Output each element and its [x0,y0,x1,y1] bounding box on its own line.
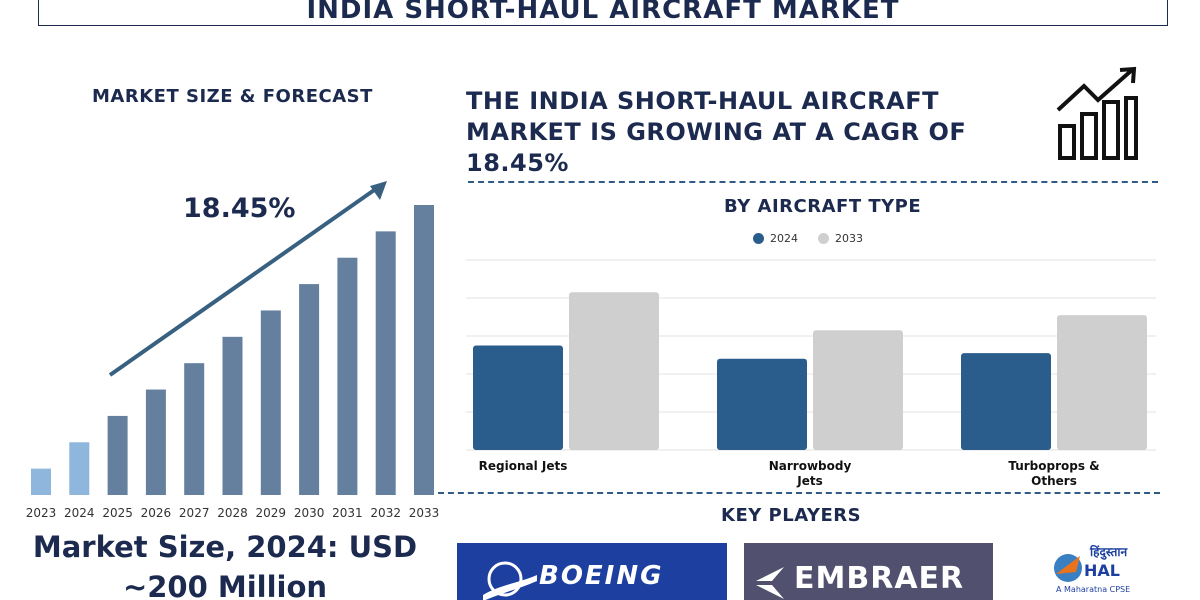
forecast-tick-2030: 2030 [294,506,325,520]
forecast-bar-2024 [69,442,90,495]
trend-arrow-icon [108,181,387,377]
forecast-tick-2025: 2025 [102,506,133,520]
headline-line-3: 18.45% [466,149,569,177]
hal-logo: HAL हिंदुस्तान A Maharatna CPSE [1050,542,1154,600]
growth-chart-icon [1056,66,1138,160]
bar-2033-0 [569,292,659,450]
forecast-tick-2023: 2023 [26,506,57,520]
forecast-bar-2031 [337,257,358,495]
forecast-bar-2029 [260,310,281,495]
chart-bars [473,292,1147,450]
legend-swatch-2033 [818,233,829,244]
forecast-tick-labels: 2023 2024 2025 2026 2027 2028 2029 2030 2031 2032… [26,506,440,520]
market-size-line-1: Market Size, 2024: USD [32,530,418,564]
forecast-tick-2024: 2024 [64,506,95,520]
type-section-title: BY AIRCRAFT TYPE [724,196,922,217]
forecast-tick-2026: 2026 [141,506,172,520]
embraer-logo-icon [756,567,784,599]
bar-2033-1 [813,330,903,450]
forecast-chart: 2023 2024 2025 2026 2027 2028 2029 2030 2031 2032… [26,181,440,520]
forecast-tick-2028: 2028 [217,506,248,520]
chart-legend: 2024 2033 [753,232,863,245]
bar-2024-2 [961,353,1051,450]
hal-wordmark: HAL [1084,561,1120,580]
legend-label-2033: 2033 [835,232,863,245]
key-players-title: KEY PLAYERS [721,505,862,526]
category-label-2: Others [1031,474,1077,488]
embraer-logo: EMBRAER [744,543,993,600]
forecast-tick-2027: 2027 [179,506,210,520]
forecast-bar-2027 [184,363,205,495]
bar-2024-1 [717,358,807,450]
forecast-bar-2026 [145,389,166,495]
header-banner: INDIA SHORT-HAUL AIRCRAFT MARKET [38,0,1168,26]
cagr-headline: THE INDIA SHORT-HAUL AIRCRAFT MARKET IS … [466,86,1026,179]
forecast-bar-2030 [299,284,320,495]
boeing-wordmark: BOEING [539,561,664,591]
hal-script: हिंदुस्तान [1089,544,1128,560]
headline-line-2: MARKET IS GROWING AT A CAGR OF [466,118,967,146]
legend-item-2033: 2033 [818,232,863,245]
legend-item-2024: 2024 [753,232,798,245]
headline-line-1: THE INDIA SHORT-HAUL AIRCRAFT [466,87,939,115]
forecast-bar-2023 [31,468,51,495]
boeing-logo-icon [483,561,537,600]
category-label-2: Turboprops & [1008,459,1099,473]
hal-logo-icon: HAL हिंदुस्तान A Maharatna CPSE [1054,544,1130,594]
legend-swatch-2024 [753,233,764,244]
category-label-1: Narrowbody [769,459,852,473]
page-title: INDIA SHORT-HAUL AIRCRAFT MARKET [306,0,900,25]
forecast-bar-2025 [107,415,128,495]
bar-2033-2 [1057,315,1147,450]
hal-tagline: A Maharatna CPSE [1056,585,1130,594]
forecast-tick-2029: 2029 [256,506,287,520]
forecast-bar-2033 [414,205,434,495]
divider-bottom [438,492,1160,494]
category-label-1: Jets [796,474,822,488]
forecast-bars [31,205,434,495]
forecast-tick-2033: 2033 [409,506,440,520]
forecast-tick-2031: 2031 [332,506,363,520]
legend-label-2024: 2024 [770,232,798,245]
bar-2024-0 [473,345,563,450]
boeing-logo: BOEING [457,543,727,600]
forecast-tick-2032: 2032 [370,506,401,520]
forecast-bar-2028 [222,336,243,495]
market-size-text: Market Size, 2024: USD ~200 Million [0,527,450,600]
forecast-title: MARKET SIZE & FORECAST [92,86,373,107]
forecast-bar-2032 [375,231,396,495]
market-size-line-2: ~200 Million [122,570,328,600]
divider-top [468,181,1158,183]
embraer-wordmark: EMBRAER [794,561,965,596]
category-label-0: Regional Jets [479,459,568,473]
cagr-label: 18.45% [183,193,296,224]
